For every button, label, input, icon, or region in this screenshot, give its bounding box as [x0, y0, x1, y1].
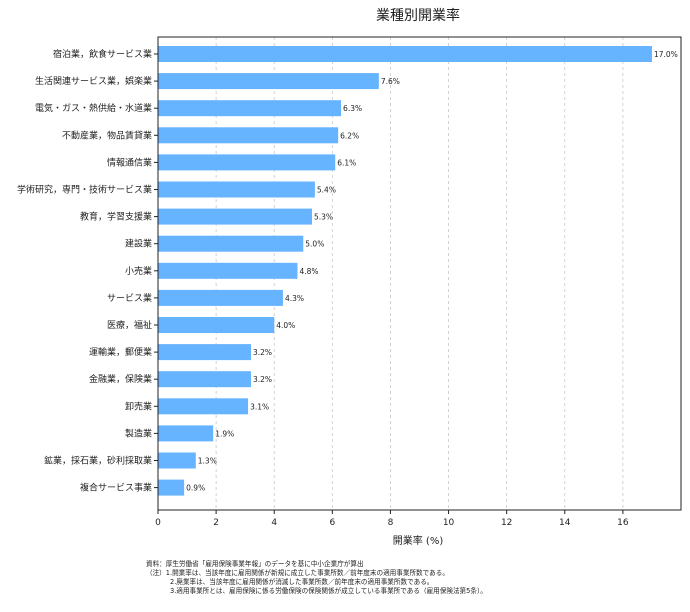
x-tick-label: 16	[617, 518, 629, 528]
category-label: 生活関連サービス業，娯楽業	[35, 75, 152, 87]
bar-value-label: 17.0%	[654, 50, 678, 59]
bar	[158, 100, 342, 117]
category-label: 不動産業，物品賃貸業	[62, 129, 152, 141]
category-label: 学術研究，専門・技術サービス業	[17, 184, 152, 196]
bar	[158, 479, 185, 496]
footnote-3: 3.適用事業所とは、雇用保険に係る労働保険の保険関係が成立している事業所である（…	[170, 587, 487, 595]
bars: 17.0% 宿泊業，飲食サービス業 7.6% 生活関連サービス業，娯楽業 6.3% 電気・…	[17, 46, 678, 496]
footnote-1: （注）1.開業率は、当該年度に雇用関係が新規に成立した事業所数／前年度末の適用事…	[146, 569, 449, 577]
bar-value-label: 6.3%	[343, 104, 362, 113]
x-axis: 0 2 4 6 8 10 12 14 16	[155, 510, 629, 528]
bar-value-label: 1.9%	[215, 429, 234, 438]
bar	[158, 262, 298, 279]
bar-value-label: 6.1%	[337, 158, 356, 167]
category-label: 運輸業，郵便業	[89, 346, 152, 358]
bar-value-label: 6.2%	[340, 131, 359, 140]
bar-value-label: 3.2%	[253, 375, 272, 384]
bar	[158, 181, 315, 198]
bar	[158, 425, 214, 442]
bar-value-label: 3.2%	[253, 348, 272, 357]
bar	[158, 208, 312, 225]
category-label: 医療，福祉	[107, 319, 152, 331]
bar-value-label: 1.3%	[198, 457, 217, 466]
x-tick-label: 4	[271, 518, 277, 528]
category-label: サービス業	[107, 292, 152, 304]
bar	[158, 127, 339, 144]
category-label: 情報通信業	[107, 156, 152, 168]
bar	[158, 371, 251, 388]
bar-value-label: 4.0%	[276, 321, 295, 330]
category-label: 教育，学習支援業	[80, 211, 152, 223]
chart-title: 業種別開業率	[376, 7, 460, 24]
plot-frame	[157, 36, 682, 511]
bar	[158, 46, 652, 62]
category-label: 金融業，保険業	[89, 373, 152, 385]
bar	[158, 289, 283, 306]
bar	[158, 344, 251, 361]
x-tick-label: 8	[388, 518, 394, 528]
x-tick-label: 14	[559, 518, 571, 528]
category-label: 建設業	[125, 238, 152, 250]
category-label: 鉱業，採石業，砂利採取業	[44, 455, 152, 467]
category-label: 製造業	[125, 427, 152, 439]
category-label: 電気・ガス・熱供給・水道業	[35, 102, 152, 114]
x-tick-label: 12	[501, 518, 512, 528]
bar-value-label: 5.3%	[314, 213, 333, 222]
x-tick-label: 0	[155, 518, 161, 528]
category-label: 卸売業	[125, 400, 152, 412]
bar	[158, 398, 249, 415]
bar	[158, 317, 275, 333]
category-label: 複合サービス事業	[80, 482, 152, 494]
bar-value-label: 0.9%	[186, 484, 205, 493]
bar	[158, 73, 379, 90]
bar-value-label: 7.6%	[381, 77, 400, 86]
source-note: 資料：厚生労働省「雇用保険事業年報」のデータを基に中小企業庁が算出	[146, 560, 364, 568]
bar-value-label: 3.1%	[250, 402, 269, 411]
bar	[158, 235, 304, 252]
footnote-2: 2.廃業率は、当該年度に雇用関係が消滅した事業所数／前年度末の適用事業所数である…	[170, 578, 434, 586]
bar-value-label: 4.8%	[299, 267, 318, 276]
bar	[158, 452, 196, 469]
x-tick-label: 2	[213, 518, 219, 528]
bar-chart: 業種別開業率 17.0% 宿泊業，飲食サービス業 7.6% 生活関連サービス業，娯楽業…	[17, 7, 682, 547]
bar-value-label: 5.0%	[305, 240, 324, 249]
x-tick-label: 6	[329, 518, 335, 528]
x-tick-label: 10	[443, 518, 455, 528]
bar	[158, 154, 336, 171]
category-label: 小売業	[125, 265, 152, 277]
bar-value-label: 4.3%	[285, 294, 304, 303]
category-label: 宿泊業，飲食サービス業	[53, 48, 152, 60]
x-axis-label: 開業率 (%)	[393, 534, 444, 547]
bar-value-label: 5.4%	[317, 186, 336, 195]
